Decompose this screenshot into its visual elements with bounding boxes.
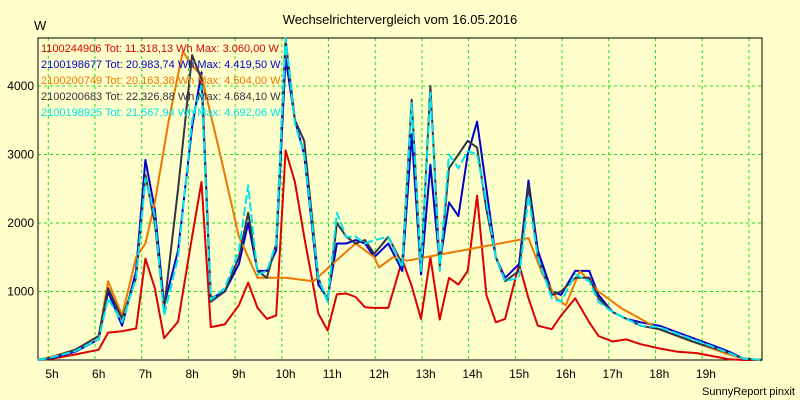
x-tick-label: 13h <box>416 367 436 381</box>
x-tick-label: 9h <box>232 367 245 381</box>
x-tick-label: 12h <box>369 367 389 381</box>
x-tick-label: 18h <box>649 367 669 381</box>
y-tick-label: 1000 <box>7 284 34 298</box>
legend: 1100244906 Tot: 11.318,13 Wh Max: 3.060,… <box>41 43 281 119</box>
y-tick-label: 3000 <box>7 147 34 161</box>
x-tick-label: 19h <box>696 367 716 381</box>
x-tick-label: 10h <box>276 367 296 381</box>
legend-entry: 2100200683 Tot: 22.326,88 Wh Max: 4.684,… <box>41 91 281 103</box>
y-tick-label: 2000 <box>7 216 34 230</box>
x-tick-label: 5h <box>45 367 58 381</box>
legend-entry: 2100198925 Tot: 21.567,94 Wh Max: 4.692,… <box>41 107 281 119</box>
grid <box>38 38 762 360</box>
chart-title: Wechselrichtervergleich vom 16.05.2016 <box>283 12 518 27</box>
x-tick-label: 17h <box>603 367 623 381</box>
footer-label: SunnyReport pinxit <box>702 386 795 398</box>
x-tick-label: 8h <box>185 367 198 381</box>
x-tick-label: 7h <box>139 367 152 381</box>
series-line-1100244906 <box>37 149 762 361</box>
x-tick-label: 16h <box>556 367 576 381</box>
x-tick-label: 6h <box>92 367 105 381</box>
tick-labels: 1000 2000 3000 4000 5h 6h 7h 8h 9h 10h 11h 12h 13h 14… <box>7 79 716 381</box>
x-tick-label: 14h <box>462 367 482 381</box>
y-axis-label: W <box>34 18 47 33</box>
legend-entry: 1100244906 Tot: 11.318,13 Wh Max: 3.060,… <box>41 43 280 55</box>
plot-frame <box>37 37 763 361</box>
y-tick-label: 4000 <box>7 79 34 93</box>
x-tick-label: 11h <box>323 367 342 381</box>
legend-entry: 2100198677 Tot: 20.983,74 Wh Max: 4.419,… <box>41 59 281 71</box>
plot-area <box>37 37 763 361</box>
x-tick-label: 15h <box>509 367 529 381</box>
legend-entry: 2100200749 Tot: 20.163,38 Wh Max: 4.504,… <box>41 75 281 87</box>
axes <box>37 37 763 361</box>
series-line-2100198925 <box>37 37 763 361</box>
